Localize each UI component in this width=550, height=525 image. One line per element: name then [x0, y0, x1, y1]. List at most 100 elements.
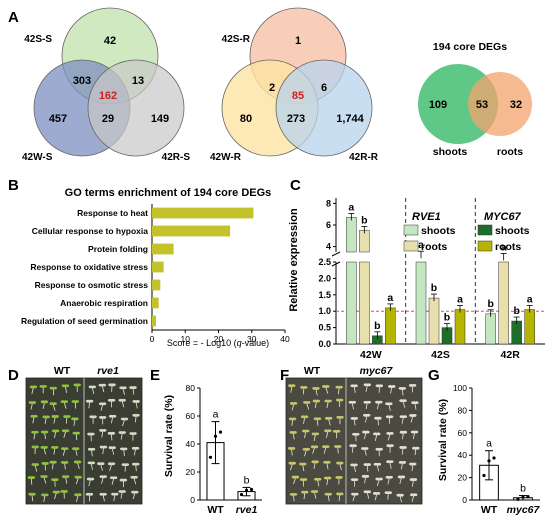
seedling-root [339, 463, 342, 471]
seedling-leaf [305, 447, 311, 451]
seedling-leaf [388, 402, 393, 406]
expr-group-label: 42R [501, 349, 521, 361]
seedling-leaf [54, 429, 60, 433]
seedling-leaf [400, 475, 406, 479]
seedling-root [293, 477, 296, 485]
panel-d: D WT rve1 [8, 365, 143, 505]
seedling-leaf [135, 413, 140, 417]
seedling-root [101, 386, 105, 393]
seedling-leaf [111, 414, 117, 418]
seedling-root [376, 465, 379, 472]
seedling-leaf [34, 463, 39, 466]
venn-s-value-top-right: 13 [132, 75, 144, 87]
panel-d-wt-label: WT [54, 365, 71, 377]
seedling-leaf [366, 490, 372, 494]
seedling-root [132, 388, 135, 395]
seedling-root [374, 434, 378, 441]
seedling-leaf [415, 446, 420, 450]
seedling-leaf [316, 417, 322, 421]
seedling-leaf [112, 476, 118, 480]
seedling-leaf [42, 384, 47, 388]
expr-significance-letter: a [527, 294, 533, 306]
go-category-label: Response to oxidative stress [30, 262, 148, 272]
seedling-root [365, 416, 368, 423]
seedling-leaf [315, 387, 320, 390]
panel-d-mutant-label: rve1 [97, 365, 119, 377]
venn-core-value-shoots-only: 109 [429, 99, 447, 111]
expr-bar [498, 261, 509, 345]
seedling-root [351, 446, 354, 453]
seedling-root [353, 465, 357, 472]
seedling-root [290, 386, 293, 393]
seedling-leaf [63, 400, 68, 404]
seedling-leaf [74, 400, 80, 403]
seedling-leaf [122, 478, 128, 482]
seedling-leaf [365, 430, 370, 434]
seedling-leaf [389, 431, 394, 435]
survival-significance-letter: a [213, 409, 219, 421]
seedling-leaf [399, 493, 404, 497]
panel-letter-g: G [428, 367, 440, 384]
seedling-root [353, 419, 356, 426]
seedling-leaf [54, 415, 59, 418]
seedling-leaf [34, 430, 39, 434]
seedling-leaf [291, 417, 297, 421]
survival-data-point [249, 487, 254, 492]
seedling-leaf [302, 478, 308, 481]
venn-r-label-left: 42W-R [210, 152, 242, 163]
legend-myc67-gene: MYC67 [484, 211, 522, 223]
seedling-leaf [102, 429, 107, 432]
seedling-leaf [76, 460, 82, 464]
seedling-leaf [317, 477, 322, 481]
seedling-leaf [378, 447, 383, 451]
seedling-leaf [291, 461, 296, 465]
seedling-root [317, 480, 320, 487]
panel-b: B GO terms enrichment of 194 core DEGs R… [8, 177, 290, 348]
survival-data-point [526, 495, 530, 499]
panel-letter-e: E [150, 367, 160, 384]
expr-significance-letter: a [348, 201, 354, 213]
seedling-root [111, 478, 115, 485]
seedling-root [414, 449, 417, 456]
venn-core-title: 194 core DEGs [433, 41, 507, 53]
venn-roots-42: 42S-R 42W-R 42R-R 1 80 1,744 2 6 273 85 [210, 7, 379, 163]
panel-letter-b: B [8, 177, 19, 194]
expr-bar [359, 261, 370, 345]
expr-y-tick-label: 8 [326, 198, 331, 208]
seedling-root [76, 495, 79, 502]
seedling-root [374, 494, 377, 501]
seedling-leaf [31, 492, 36, 496]
seedling-leaf [302, 462, 307, 466]
go-chart-title: GO terms enrichment of 194 core DEGs [65, 187, 272, 199]
go-bar [152, 261, 164, 273]
seedling-root [63, 402, 67, 409]
seedling-root [410, 416, 414, 423]
seedling-leaf [412, 478, 418, 481]
seedling-root [411, 495, 415, 502]
seedling-root [303, 417, 306, 424]
seedling-root [110, 434, 113, 441]
seedling-root [111, 448, 115, 455]
survival-data-point [487, 459, 491, 463]
seedling-root [313, 434, 316, 441]
expr-y-tick-label: 1.0 [318, 306, 331, 316]
venn-s-label-left: 42W-S [22, 152, 53, 163]
survival-y-tick-label: 20 [458, 473, 468, 483]
seedling-leaf [101, 402, 107, 406]
seedlings [287, 383, 420, 503]
survival-y-tick-label: 80 [458, 405, 468, 415]
seedling-root [337, 447, 339, 454]
seedling-leaf [294, 475, 300, 479]
expr-bar [454, 309, 466, 345]
seedling-root [326, 401, 329, 409]
legend-rve1-roots-swatch [403, 240, 419, 252]
seedling-leaf [134, 446, 140, 450]
axis-break-mark [331, 251, 341, 257]
seedling-root [102, 495, 105, 502]
panel-f-mutant-label: myc67 [360, 365, 394, 377]
seedling-leaf [64, 447, 69, 450]
seedling-root [338, 494, 341, 501]
seedling-leaf [290, 447, 296, 450]
seedling-leaf [387, 491, 393, 495]
